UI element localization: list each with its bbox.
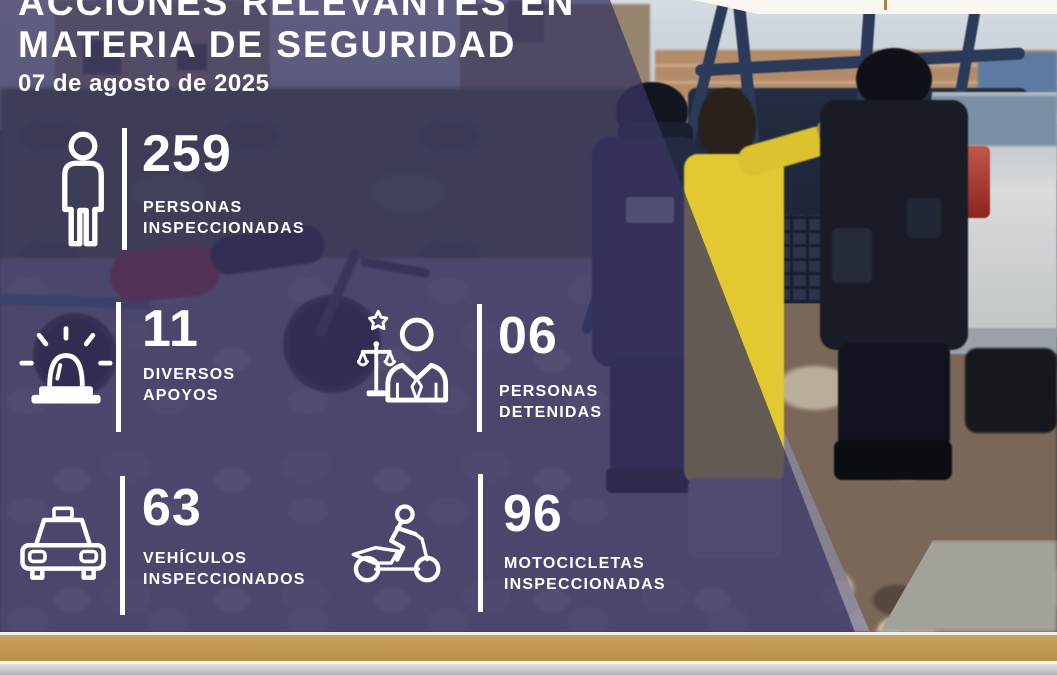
stat-label: MOTOCICLETAS INSPECCIONADAS (504, 553, 666, 595)
legs (838, 343, 950, 448)
justice-person-scales-icon (357, 303, 463, 420)
banner-gold-tick (884, 0, 887, 10)
stat-label-line: INSPECCIONADAS (504, 576, 666, 593)
boots (834, 440, 952, 480)
stat-label-line: INSPECCIONADAS (143, 220, 305, 237)
stat-divider (478, 474, 483, 612)
footer-white-line-top (0, 632, 1057, 635)
gear-pouch (907, 198, 941, 238)
gear-pouch (832, 228, 872, 283)
stat-value: 96 (503, 485, 563, 543)
stat-value: 11 (142, 300, 199, 358)
stat-label-line: INSPECCIONADOS (143, 571, 306, 588)
police-officer-right (812, 48, 972, 482)
stat-label: PERSONAS DETENIDAS (499, 381, 602, 423)
stat-label: VEHÍCULOS INSPECCIONADOS (143, 548, 306, 590)
helmet (856, 48, 932, 110)
stat-label-line: VEHÍCULOS (143, 550, 248, 567)
motorcycle-icon (350, 495, 446, 590)
stat-label-line: DIVERSOS (143, 366, 236, 383)
stat-divider (122, 128, 127, 250)
police-siren-icon (18, 322, 114, 412)
stat-divider (116, 302, 121, 432)
stat-value: 259 (142, 125, 232, 183)
footer-silver-band (0, 664, 1057, 675)
stat-divider (120, 476, 125, 615)
stat-divider (477, 304, 482, 432)
footer-gold-band (0, 635, 1057, 661)
person-icon (50, 130, 116, 248)
stat-label-line: DETENIDAS (499, 404, 603, 421)
footer-white-line-bottom (0, 661, 1057, 664)
title-line-1: ACCIONES RELEVANTES EN (18, 0, 576, 23)
date-text: 07 de agosto de 2025 (18, 70, 270, 97)
stat-label-line: MOTOCICLETAS (504, 555, 645, 572)
header-banner (693, 0, 1057, 14)
stat-label: PERSONAS INSPECCIONADAS (143, 197, 305, 239)
title-line-2: MATERIA DE SEGURIDAD (18, 24, 517, 65)
stat-label-line: PERSONAS (143, 199, 243, 216)
stat-value: 63 (142, 479, 202, 537)
stat-value: 06 (498, 307, 558, 365)
stat-label: DIVERSOS APOYOS (143, 364, 235, 406)
car-icon (18, 502, 108, 592)
stat-label-line: APOYOS (143, 387, 219, 404)
tactical-vest (820, 100, 968, 350)
title-block: ACCIONES RELEVANTES EN MATERIA DE SEGURI… (18, 0, 575, 98)
truck-wheel (965, 348, 1057, 433)
stat-label-line: PERSONAS (499, 383, 599, 400)
